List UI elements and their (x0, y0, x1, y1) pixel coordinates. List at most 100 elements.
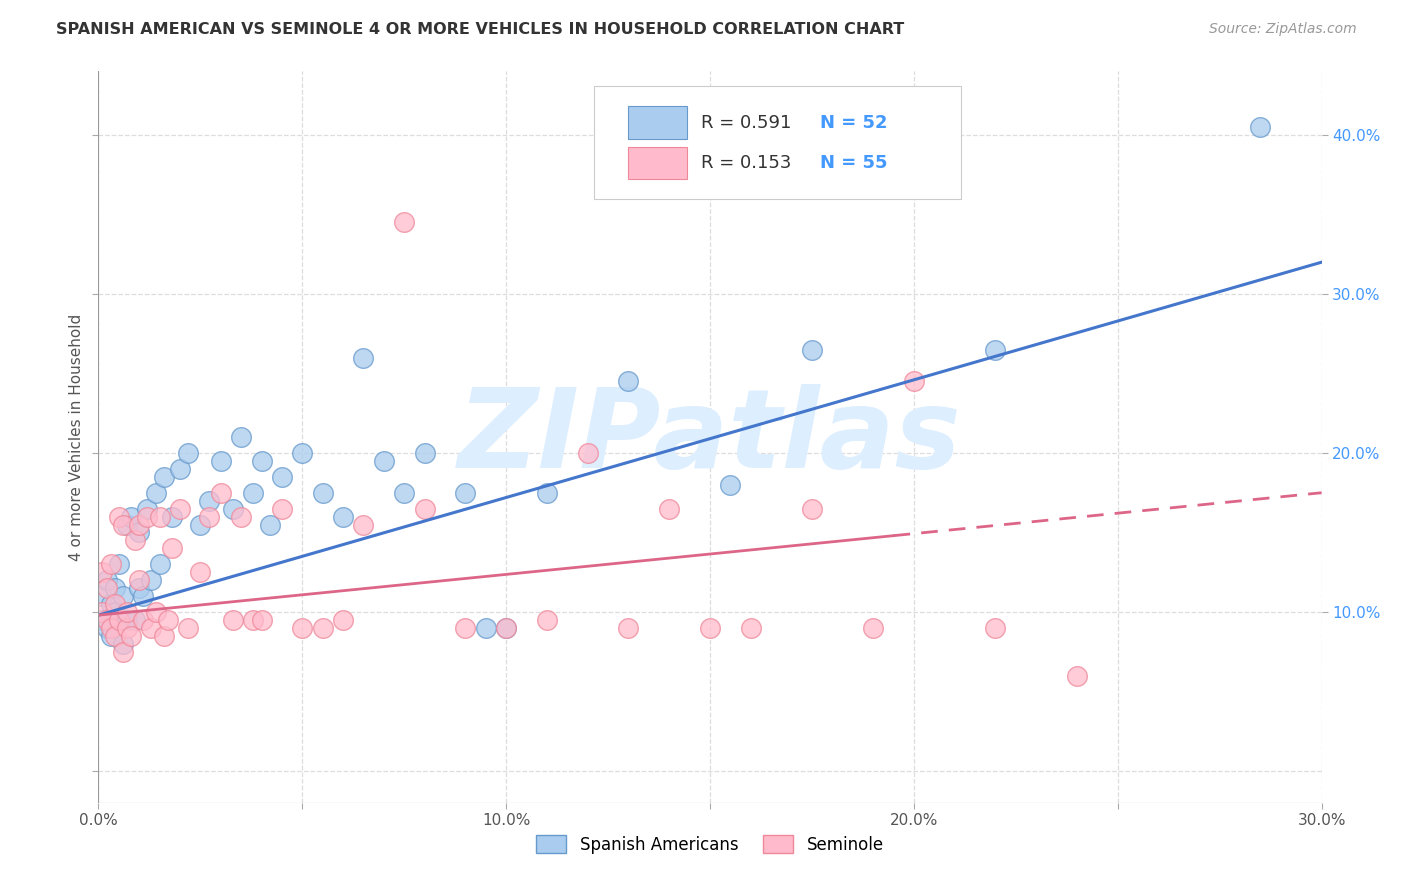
Point (1249, 120, 1271, 134)
Point (801, 343, 824, 357)
Text: ZIPatlas: ZIPatlas (458, 384, 962, 491)
Point (209, 454, 232, 468)
Point (658, 501, 681, 516)
Point (259, 517, 281, 532)
Point (108, 613, 131, 627)
Point (536, 485, 558, 500)
Text: SPANISH AMERICAN VS SEMINOLE 4 OR MORE VEHICLES IN HOUSEHOLD CORRELATION CHART: SPANISH AMERICAN VS SEMINOLE 4 OR MORE V… (56, 22, 904, 37)
Point (136, 509, 159, 524)
Point (495, 621, 517, 635)
Point (115, 613, 138, 627)
Text: N = 55: N = 55 (820, 153, 887, 172)
Point (242, 613, 264, 627)
Point (209, 485, 232, 500)
Point (536, 613, 558, 627)
Point (169, 501, 191, 516)
Point (91, 589, 114, 603)
Point (152, 470, 174, 484)
Text: R = 0.591: R = 0.591 (702, 113, 792, 131)
Point (149, 509, 172, 524)
Point (96, 621, 118, 635)
Point (312, 485, 335, 500)
Point (177, 446, 200, 460)
Point (903, 375, 925, 389)
Point (132, 589, 155, 603)
Point (91, 613, 114, 627)
Point (149, 558, 172, 572)
Point (474, 621, 498, 635)
Point (801, 501, 824, 516)
Point (128, 517, 150, 532)
Point (454, 485, 477, 500)
Point (104, 597, 127, 611)
Point (145, 485, 167, 500)
FancyBboxPatch shape (628, 146, 686, 179)
Point (291, 621, 314, 635)
Point (100, 621, 122, 635)
Point (100, 629, 122, 643)
Text: R = 0.153: R = 0.153 (702, 153, 792, 172)
Point (96, 613, 118, 627)
Point (128, 581, 150, 595)
FancyBboxPatch shape (593, 86, 960, 200)
Point (115, 621, 138, 635)
Point (124, 533, 146, 548)
Point (332, 613, 354, 627)
Point (1066, 668, 1088, 682)
Point (222, 613, 245, 627)
Point (188, 566, 212, 580)
Point (740, 621, 762, 635)
Point (718, 477, 742, 491)
Point (91, 605, 114, 619)
Point (270, 501, 294, 516)
Point (160, 541, 183, 556)
Point (100, 558, 122, 572)
Point (617, 375, 640, 389)
Point (132, 613, 155, 627)
Point (984, 621, 1007, 635)
Point (352, 351, 374, 365)
Point (231, 509, 253, 524)
Point (984, 343, 1007, 357)
Point (197, 509, 219, 524)
Point (141, 573, 163, 587)
Point (699, 621, 721, 635)
Point (169, 462, 191, 476)
FancyBboxPatch shape (628, 106, 686, 138)
Point (617, 621, 640, 635)
Point (108, 558, 131, 572)
Point (141, 621, 163, 635)
Point (392, 485, 416, 500)
Point (111, 517, 134, 532)
Point (111, 589, 134, 603)
Point (136, 501, 159, 516)
Point (250, 613, 273, 627)
Point (111, 645, 134, 659)
Point (115, 517, 138, 532)
Point (152, 629, 174, 643)
Point (124, 613, 146, 627)
Legend: Spanish Americans, Seminole: Spanish Americans, Seminole (530, 829, 890, 860)
Point (96, 581, 118, 595)
Point (270, 470, 294, 484)
Point (128, 525, 150, 540)
Point (197, 493, 219, 508)
Point (100, 597, 122, 611)
Point (291, 446, 314, 460)
Point (91, 566, 114, 580)
Point (120, 509, 142, 524)
Point (128, 573, 150, 587)
Point (413, 446, 436, 460)
Point (96, 573, 118, 587)
Point (156, 613, 179, 627)
Point (495, 621, 517, 635)
Point (108, 509, 131, 524)
Point (111, 637, 134, 651)
Point (104, 581, 127, 595)
Point (108, 613, 131, 627)
Point (115, 605, 138, 619)
Point (104, 629, 127, 643)
Point (373, 454, 395, 468)
Y-axis label: 4 or more Vehicles in Household: 4 or more Vehicles in Household (69, 313, 84, 561)
Point (177, 621, 200, 635)
